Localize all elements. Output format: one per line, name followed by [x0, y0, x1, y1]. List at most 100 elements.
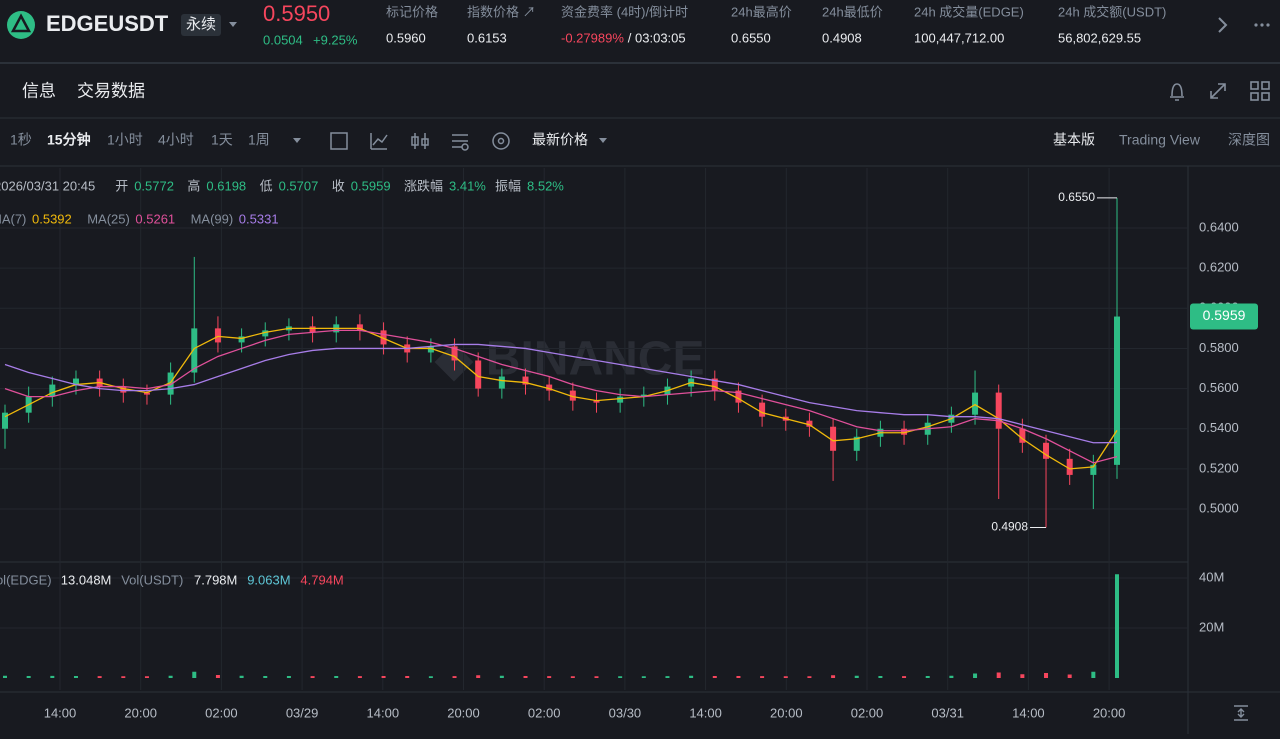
dropdown-arrow[interactable] [599, 138, 607, 143]
candle-body [120, 386, 127, 393]
stat-value: 0.6153 [467, 30, 507, 45]
stat-label: 标记价格 [386, 4, 438, 19]
legend-value: 0.5392 [32, 211, 72, 226]
volume-bar [547, 676, 552, 678]
symbol[interactable]: EDGEUSDT [46, 11, 169, 36]
tool-icons[interactable] [330, 132, 510, 151]
y-tick-label: 0.5800 [1199, 340, 1239, 355]
volume-bar [594, 676, 599, 678]
plot [0, 168, 1188, 690]
volume-bar [1067, 674, 1072, 678]
vol-legend-value: 7.798M [194, 572, 237, 587]
stat-label: 24h最高价 [731, 4, 792, 19]
interval[interactable]: 1天 [211, 132, 233, 148]
volume-bar [1115, 574, 1119, 678]
tab[interactable]: 交易数据 [77, 81, 145, 100]
view-option[interactable]: 深度图 [1228, 132, 1270, 148]
candle-body [901, 428, 908, 435]
volume-bar [783, 676, 788, 678]
volume-bar [854, 675, 859, 678]
dropdown-arrow[interactable] [293, 138, 301, 143]
view-option[interactable]: 基本版 [1053, 132, 1095, 148]
volume-bar [736, 676, 741, 678]
x-tick-label: 20:00 [124, 705, 157, 720]
candle-body [735, 390, 742, 403]
vol-legend-label: Vol(USDT) [121, 572, 183, 587]
volume-bar [1020, 674, 1025, 678]
stat-value: 56,802,629.55 [1058, 30, 1141, 45]
stat-label: 24h 成交额(USDT) [1058, 4, 1166, 19]
y-tick-label: 0.5000 [1199, 500, 1239, 515]
y-tick-label: 0.6200 [1199, 260, 1239, 275]
ma-line [4, 327, 1118, 470]
volume-bar [902, 676, 907, 678]
y-tick-label: 0.5600 [1199, 380, 1239, 395]
volume-bar [428, 676, 433, 678]
volume-bar [286, 676, 291, 678]
volume-bar [996, 672, 1001, 678]
ma-line [4, 343, 1118, 444]
low-label: 0.4908 [991, 520, 1028, 534]
price-type[interactable]: 最新价格 [532, 132, 588, 148]
candle-body [1114, 316, 1120, 465]
vol-tick-label: 40M [1199, 569, 1224, 584]
info-label: 开 [115, 178, 128, 193]
contract-badge [181, 14, 221, 36]
info-value: 3.41% [449, 178, 486, 193]
info-label: 涨跌幅 [404, 178, 443, 193]
x-tick-label: 02:00 [528, 705, 561, 720]
volume-bar [168, 675, 173, 678]
watermark: ◆ BINANCE [435, 333, 705, 386]
change: 0.0504 [263, 32, 303, 47]
volume-bar [310, 676, 315, 678]
scale-icon[interactable] [1234, 705, 1248, 721]
x-tick-label: 03/30 [609, 705, 642, 720]
vol-legend-label: Vol(EDGE) [0, 572, 52, 587]
x-tick-label: 20:00 [770, 705, 803, 720]
legend-name: MA(99) [191, 211, 234, 226]
interval[interactable]: 15分钟 [47, 132, 91, 148]
legend-name: MA(7) [0, 211, 26, 226]
candle-body [1043, 442, 1050, 459]
volume-bar [50, 675, 55, 678]
candle-body [380, 330, 387, 345]
volume-bar [665, 676, 670, 678]
candle-body [49, 384, 56, 397]
candle-body [853, 436, 860, 451]
info-value: 0.6198 [206, 178, 246, 193]
tab[interactable]: 信息 [22, 81, 56, 100]
view-option[interactable]: Trading View [1119, 132, 1201, 148]
volume-bar [618, 676, 623, 678]
interval[interactable]: 1小时 [107, 132, 143, 148]
candle-body [593, 400, 600, 403]
candle-body [640, 394, 647, 397]
stat-value: 0.5960 [386, 30, 426, 45]
panel-icons[interactable] [1170, 81, 1270, 101]
ma-line [4, 329, 1118, 464]
coin-glyph [10, 13, 32, 33]
x-tick-label: 14:00 [689, 705, 722, 720]
candle-body [191, 328, 198, 373]
x-tick-label: 03/29 [286, 705, 319, 720]
stat-value: 0.4908 [822, 30, 862, 45]
volume-bar [570, 676, 575, 678]
dropdown-arrow[interactable] [229, 22, 237, 27]
candle-body [143, 392, 150, 395]
interval[interactable]: 4小时 [158, 132, 194, 148]
volume-bar [73, 676, 78, 678]
more-icon[interactable] [1254, 23, 1270, 27]
volume-bar [3, 675, 7, 678]
next-icon[interactable] [1218, 17, 1228, 33]
volume-bar [760, 676, 765, 678]
volume-bar [381, 676, 386, 678]
stat-label: 资金费率 (4时)/倒计时 [561, 4, 688, 19]
interval[interactable]: 1秒 [10, 132, 32, 148]
interval[interactable]: 1周 [248, 132, 270, 148]
y-tick-label: 0.5200 [1199, 460, 1239, 475]
info-value: 0.5707 [279, 178, 319, 193]
info-label: 2026/03/31 20:45 [0, 178, 95, 193]
x-tick-label: 14:00 [1012, 705, 1045, 720]
volume-bar [263, 676, 268, 678]
info-label: 收 [332, 178, 345, 193]
